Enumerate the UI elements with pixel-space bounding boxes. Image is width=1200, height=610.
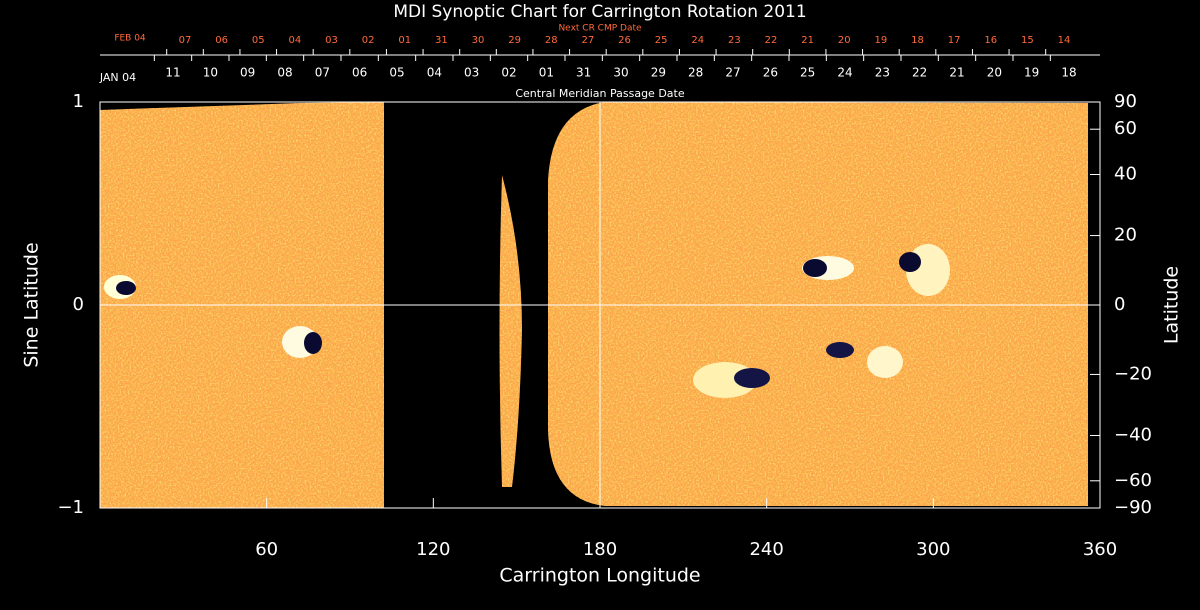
date-label: 11	[165, 66, 180, 80]
date-label: 25	[655, 35, 668, 46]
y2-tick-label: 60	[1114, 118, 1137, 139]
chart-title: MDI Synoptic Chart for Carrington Rotati…	[393, 2, 806, 22]
date-label: 07	[179, 35, 192, 46]
date-label: 27	[582, 35, 595, 46]
y-tick-label: 0	[73, 294, 84, 315]
date-label: 28	[545, 35, 558, 46]
date-label: 23	[728, 35, 741, 46]
active-regions	[104, 244, 950, 398]
y2-tick-label: −20	[1114, 363, 1152, 384]
x-tick-label: 120	[416, 539, 450, 560]
date-label: 02	[501, 66, 516, 80]
date-label: 04	[289, 35, 302, 46]
date-label: 05	[252, 35, 265, 46]
y2-axis-label: Latitude	[1161, 266, 1183, 344]
date-label: 28	[688, 66, 703, 80]
date-label: 01	[398, 35, 411, 46]
y-tick-label: 1	[73, 91, 84, 112]
date-label: 30	[472, 35, 485, 46]
date-label: 18	[1061, 66, 1076, 80]
date-label: 30	[613, 66, 628, 80]
y2-tick-label: −90	[1114, 497, 1152, 518]
date-label: 03	[464, 66, 479, 80]
date-label: 09	[240, 66, 255, 80]
x-tick-label: 360	[1083, 539, 1117, 560]
y-tick-label: −1	[57, 497, 84, 518]
x-tick-label: 180	[583, 539, 617, 560]
date-axis-title: Central Meridian Passage Date	[515, 87, 684, 100]
region	[826, 342, 854, 358]
date-label: 24	[837, 66, 852, 80]
date-axis-title: Next CR CMP Date	[558, 24, 642, 34]
date-label: 20	[987, 66, 1002, 80]
date-label: 24	[691, 35, 704, 46]
region	[116, 281, 136, 295]
date-label: 26	[763, 66, 778, 80]
x-tick-label: 240	[749, 539, 783, 560]
x-axis-label: Carrington Longitude	[499, 565, 700, 587]
date-label: 20	[838, 35, 851, 46]
y2-tick-label: 90	[1114, 91, 1137, 112]
date-label: 16	[984, 35, 997, 46]
y2-tick-label: −40	[1114, 424, 1152, 445]
y2-tick-label: 20	[1114, 225, 1137, 246]
date-label: 31	[435, 35, 448, 46]
date-axis-month: FEB 04	[114, 34, 146, 44]
date-label: 29	[651, 66, 666, 80]
date-label: 27	[725, 66, 740, 80]
date-label: 23	[875, 66, 890, 80]
date-label: 17	[948, 35, 961, 46]
date-label: 08	[277, 66, 292, 80]
region	[867, 346, 903, 378]
date-label: 29	[508, 35, 521, 46]
date-label: 14	[1058, 35, 1071, 46]
date-label: 25	[800, 66, 815, 80]
region	[304, 332, 322, 354]
region	[734, 368, 770, 388]
date-label: 18	[911, 35, 924, 46]
date-label: 19	[875, 35, 888, 46]
date-label: 31	[576, 66, 591, 80]
region	[803, 259, 827, 277]
y2-tick-label: −60	[1114, 470, 1152, 491]
date-label: 02	[362, 35, 375, 46]
date-label: 26	[618, 35, 631, 46]
date-label: 22	[912, 66, 927, 80]
date-label: 07	[315, 66, 330, 80]
date-axis-month: JAN 04	[99, 71, 136, 84]
date-label: 10	[203, 66, 218, 80]
date-label: 01	[539, 66, 554, 80]
y-axis-label: Sine Latitude	[21, 242, 43, 367]
date-label: 15	[1021, 35, 1034, 46]
x-tick-label: 60	[255, 539, 278, 560]
date-label: 06	[215, 35, 228, 46]
date-label: 05	[389, 66, 404, 80]
date-label: 22	[765, 35, 778, 46]
date-label: 03	[325, 35, 338, 46]
region	[899, 252, 921, 272]
x-tick-label: 300	[916, 539, 950, 560]
date-label: 21	[949, 66, 964, 80]
date-label: 04	[427, 66, 442, 80]
y2-tick-label: 0	[1114, 294, 1125, 315]
date-label: 21	[801, 35, 814, 46]
date-label: 06	[352, 66, 367, 80]
date-label: 19	[1024, 66, 1039, 80]
y2-tick-label: 40	[1114, 164, 1137, 185]
